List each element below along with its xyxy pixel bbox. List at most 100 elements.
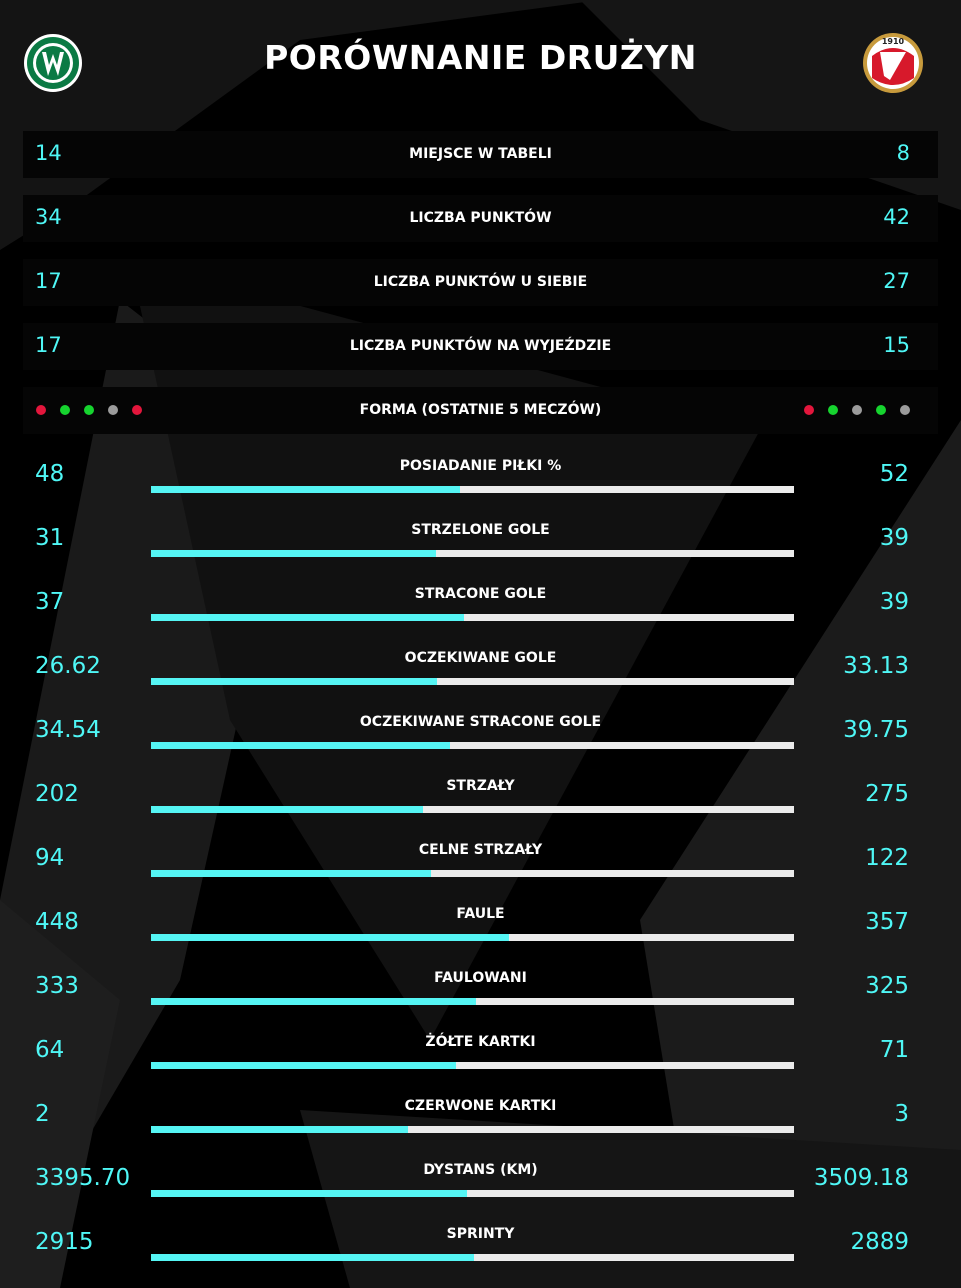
right-value: 71 [879, 1037, 909, 1063]
form-result-w-icon [84, 405, 94, 415]
stat-label: FAULE [456, 906, 505, 922]
right-value: 8 [896, 141, 910, 165]
stat-row: 64 ŻÓŁTE KARTKI 71 [0, 1031, 961, 1095]
stat-label: CELNE STRZAŁY [418, 842, 543, 858]
page-title: PORÓWNANIE DRUŻYN [264, 38, 697, 77]
form-result-l-icon [804, 405, 814, 415]
row-label: LICZBA PUNKTÓW [409, 210, 552, 226]
comparison-bar [151, 614, 794, 621]
left-value: 31 [35, 525, 65, 551]
comparison-bar [151, 550, 794, 557]
form-result-w-icon [60, 405, 70, 415]
comparison-bar-fill [151, 742, 450, 749]
stat-label: CZERWONE KARTKI [404, 1098, 557, 1114]
right-value: 3509.18 [813, 1165, 909, 1191]
comparison-bar-fill [151, 550, 436, 557]
comparison-bar-fill [151, 614, 465, 621]
left-value: 448 [35, 909, 79, 935]
comparison-bar [151, 678, 794, 685]
row-label: FORMA (OSTATNIE 5 MECZÓW) [359, 402, 602, 418]
stat-row: 2 CZERWONE KARTKI 3 [0, 1095, 961, 1159]
stat-row: 34.54 OCZEKIWANE STRACONE GOLE 39.75 [0, 711, 961, 775]
comparison-bar-fill [151, 806, 424, 813]
right-value: 275 [865, 781, 909, 807]
stat-label: SPRINTY [446, 1226, 515, 1242]
stat-label: POSIADANIE PIŁKI % [399, 458, 562, 474]
comparison-bar-fill [151, 998, 477, 1005]
right-value: 2889 [850, 1229, 909, 1255]
stat-label: STRACONE GOLE [414, 586, 547, 602]
form-result-d-icon [900, 405, 910, 415]
comparison-bar [151, 934, 794, 941]
left-value: 48 [35, 461, 65, 487]
right-value: 39.75 [843, 717, 909, 743]
form-result-d-icon [108, 405, 118, 415]
comparison-bar [151, 1126, 794, 1133]
comparison-bar [151, 998, 794, 1005]
left-value: 2 [35, 1101, 50, 1127]
form-result-d-icon [852, 405, 862, 415]
row-punkty: 34 LICZBA PUNKTÓW 42 [23, 195, 938, 242]
right-value: 42 [883, 205, 910, 229]
header: PORÓWNANIE DRUŻYN 1910 [0, 0, 961, 120]
left-value: 333 [35, 973, 79, 999]
stat-label: FAULOWANI [434, 970, 527, 986]
left-value: 2915 [35, 1229, 94, 1255]
stat-row: 3395.70 DYSTANS (KM) 3509.18 [0, 1159, 961, 1223]
right-value: 39 [879, 589, 909, 615]
row-forma: FORMA (OSTATNIE 5 MECZÓW) [23, 387, 938, 434]
right-value: 33.13 [843, 653, 909, 679]
comparison-bar-fill [151, 678, 438, 685]
left-value: 17 [35, 269, 62, 293]
comparison-bar [151, 1254, 794, 1261]
comparison-bar-fill [151, 1062, 456, 1069]
left-value: 3395.70 [35, 1165, 131, 1191]
stat-row: 31 STRZELONE GOLE 39 [0, 519, 961, 583]
widzew-lodz-crest-icon: 1910 [863, 33, 923, 93]
crest-year: 1910 [882, 37, 905, 46]
left-value: 34 [35, 205, 62, 229]
stat-row: 333 FAULOWANI 325 [0, 967, 961, 1031]
stat-label: DYSTANS (KM) [423, 1162, 538, 1178]
right-value: 3 [894, 1101, 909, 1127]
stat-label: OCZEKIWANE GOLE [404, 650, 557, 666]
comparison-bar [151, 742, 794, 749]
row-label: LICZBA PUNKTÓW U SIEBIE [373, 274, 588, 290]
right-value: 325 [865, 973, 909, 999]
right-value: 27 [883, 269, 910, 293]
form-right-dots [804, 405, 910, 415]
row-miejsce: 14 MIEJSCE W TABELI 8 [23, 131, 938, 178]
left-value: 37 [35, 589, 65, 615]
stat-row: 448 FAULE 357 [0, 903, 961, 967]
right-value: 39 [879, 525, 909, 551]
left-value: 64 [35, 1037, 65, 1063]
stat-label: STRZELONE GOLE [411, 522, 550, 538]
comparison-bar-fill [151, 1254, 474, 1261]
form-result-l-icon [132, 405, 142, 415]
comparison-bar [151, 1062, 794, 1069]
left-value: 34.54 [35, 717, 101, 743]
left-value: 94 [35, 845, 65, 871]
stat-label: ŻÓŁTE KARTKI [425, 1034, 536, 1050]
form-result-w-icon [828, 405, 838, 415]
right-value: 15 [883, 333, 910, 357]
comparison-bar-fill [151, 1190, 468, 1197]
row-punkty-u-siebie: 17 LICZBA PUNKTÓW U SIEBIE 27 [23, 259, 938, 306]
left-value: 202 [35, 781, 79, 807]
stat-row: 2915 SPRINTY 2889 [0, 1223, 961, 1287]
comparison-bar-fill [151, 1126, 409, 1133]
form-result-w-icon [876, 405, 886, 415]
left-value: 17 [35, 333, 62, 357]
stat-row: 202 STRZAŁY 275 [0, 775, 961, 839]
stat-label: STRZAŁY [446, 778, 515, 794]
comparison-bar [151, 1190, 794, 1197]
right-value: 122 [865, 845, 909, 871]
row-punkty-na-wyjezdzie: 17 LICZBA PUNKTÓW NA WYJEŹDZIE 15 [23, 323, 938, 370]
comparison-bar [151, 486, 794, 493]
left-value: 26.62 [35, 653, 101, 679]
warta-poznan-crest-icon [24, 34, 82, 92]
comparison-bar-fill [151, 870, 431, 877]
row-label: LICZBA PUNKTÓW NA WYJEŹDZIE [349, 338, 612, 354]
